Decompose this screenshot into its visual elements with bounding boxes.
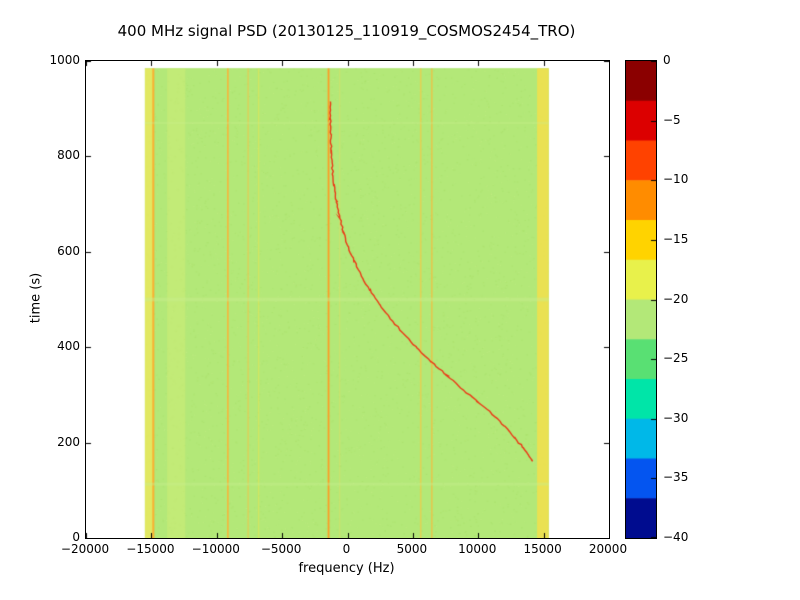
colorbar-tick-label: 0 <box>663 53 671 67</box>
heatmap-canvas <box>86 61 609 538</box>
colorbar-tick-label: −40 <box>663 530 689 544</box>
x-tick-label: 5000 <box>396 542 428 556</box>
y-tick-label: 200 <box>57 434 80 449</box>
plot-frame <box>85 60 610 539</box>
x-tick-label: −20000 <box>60 542 110 556</box>
y-tick-label: 1000 <box>49 53 80 67</box>
colorbar-tick-label: −5 <box>663 112 681 127</box>
colorbar-canvas <box>626 61 656 538</box>
x-tick-label: −5000 <box>260 542 302 556</box>
colorbar-tick-label: −25 <box>663 351 689 366</box>
x-tick-label: 15000 <box>523 542 562 556</box>
colorbar-tick-label: −35 <box>663 470 689 485</box>
colorbar <box>625 60 657 539</box>
chart-title: 400 MHz signal PSD (20130125_110919_COSM… <box>117 22 576 40</box>
colorbar-tick-label: −15 <box>663 231 689 246</box>
x-tick-label: 20000 <box>588 542 628 556</box>
x-tick-label: 0 <box>342 542 351 556</box>
y-axis-label: time (s) <box>28 272 44 324</box>
x-tick-label: −10000 <box>191 542 240 556</box>
y-tick-label: 800 <box>57 148 80 163</box>
x-axis-label: frequency (Hz) <box>298 561 395 576</box>
x-tick-label: −15000 <box>126 542 175 556</box>
colorbar-tick-label: −30 <box>663 410 689 425</box>
y-tick-label: 400 <box>57 339 80 354</box>
y-tick-label: 0 <box>72 530 80 544</box>
colorbar-tick-label: −20 <box>663 291 689 306</box>
y-tick-label: 600 <box>57 243 80 258</box>
colorbar-tick-label: −10 <box>663 172 689 187</box>
x-tick-label: 10000 <box>458 542 497 556</box>
